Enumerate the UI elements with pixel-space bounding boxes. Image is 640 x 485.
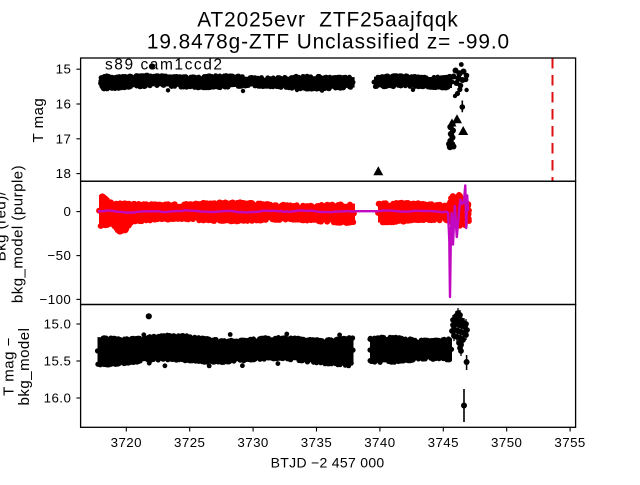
svg-text:T mag −: T mag − — [1, 337, 18, 396]
svg-text:18: 18 — [56, 166, 72, 181]
svg-text:15.5: 15.5 — [44, 354, 72, 369]
svg-text:16: 16 — [56, 97, 72, 112]
svg-text:BTJD −2 457 000: BTJD −2 457 000 — [271, 454, 385, 470]
svg-text:3725: 3725 — [174, 435, 205, 450]
svg-text:16.0: 16.0 — [44, 391, 72, 406]
svg-text:15.0: 15.0 — [44, 317, 72, 332]
svg-text:3740: 3740 — [364, 435, 395, 450]
svg-text:19.8478g-ZTF Unclassified z= -: 19.8478g-ZTF Unclassified z= -99.0 — [147, 30, 510, 53]
svg-text:17: 17 — [56, 131, 72, 146]
svg-text:bkg_model: bkg_model — [16, 328, 33, 406]
svg-text:Bkg (red)/: Bkg (red)/ — [0, 190, 10, 261]
svg-text:3720: 3720 — [111, 435, 142, 450]
svg-text:bkg_model (purple): bkg_model (purple) — [10, 165, 27, 303]
svg-text:15: 15 — [56, 62, 72, 77]
svg-text:0: 0 — [63, 204, 71, 219]
svg-text:AT2025evr ZTF25aajfqqk: AT2025evr ZTF25aajfqqk — [197, 8, 458, 31]
svg-text:3750: 3750 — [491, 435, 522, 450]
svg-text:−100: −100 — [40, 292, 72, 307]
svg-text:s89 cam1ccd2: s89 cam1ccd2 — [105, 57, 224, 74]
svg-text:−50: −50 — [47, 248, 71, 263]
svg-text:3755: 3755 — [554, 435, 585, 450]
svg-text:3745: 3745 — [428, 435, 459, 450]
svg-text:3730: 3730 — [237, 435, 268, 450]
svg-text:3735: 3735 — [301, 435, 332, 450]
svg-text:T mag: T mag — [30, 98, 47, 143]
